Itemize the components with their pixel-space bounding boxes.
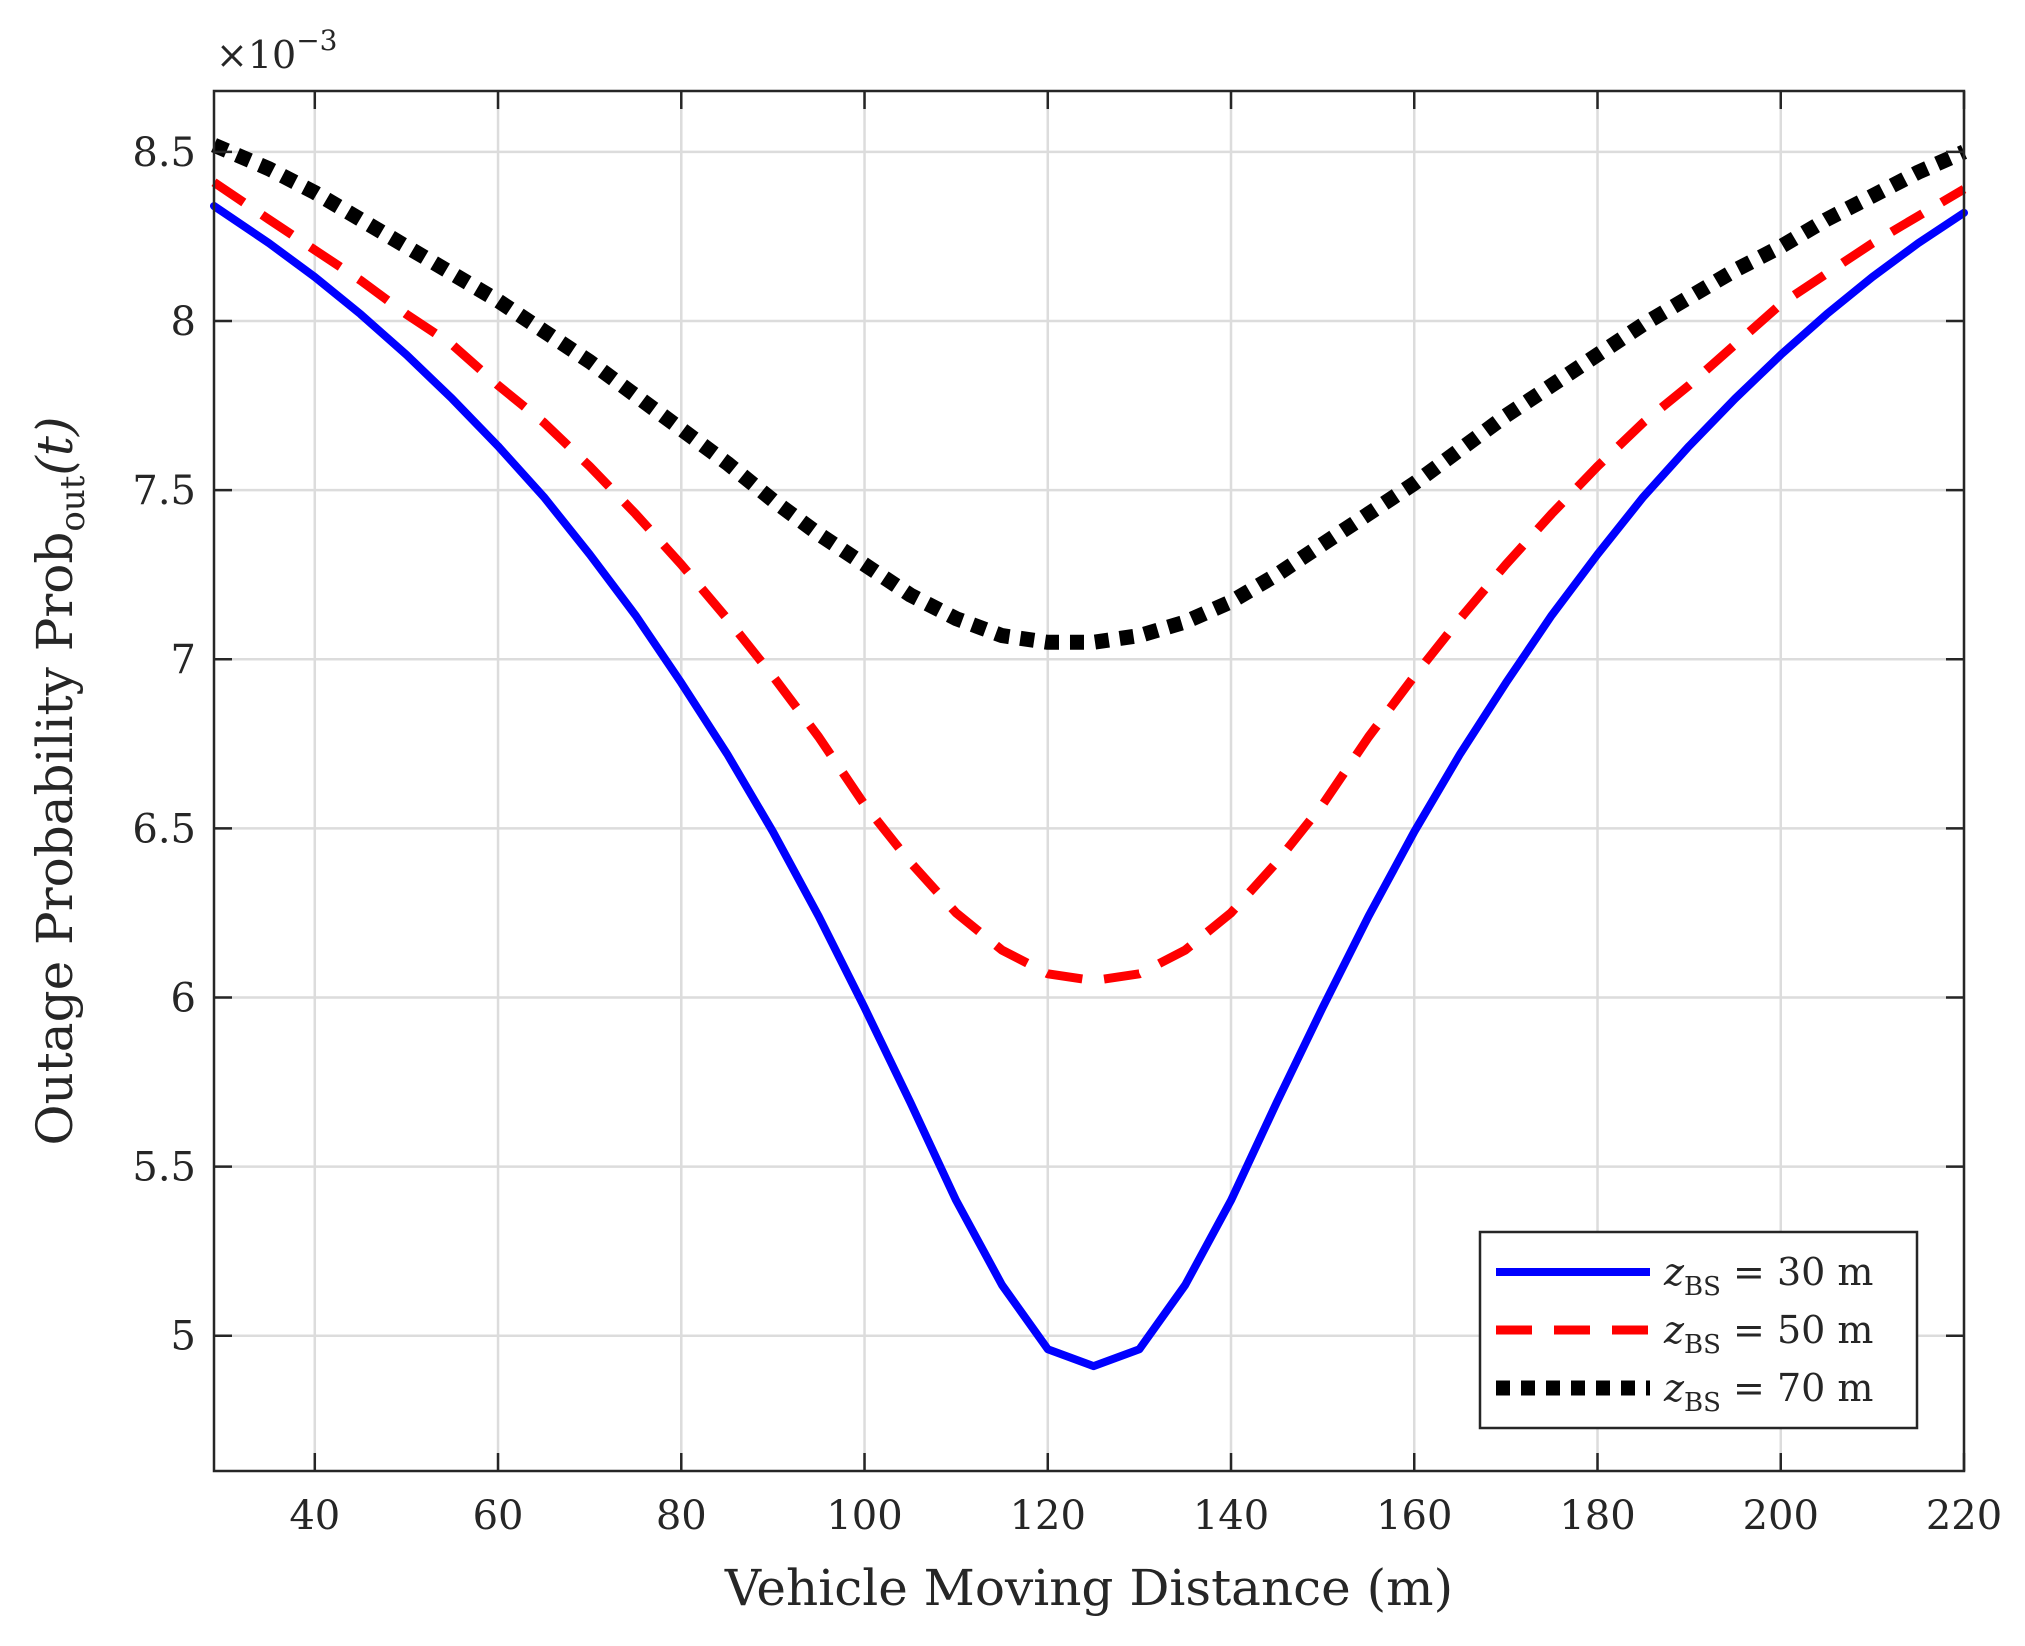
y-axis-multiplier: ×10−3 — [216, 24, 337, 77]
legend-label-3: zBS = 70 m — [1663, 1366, 1873, 1418]
y-label-argument: (t) — [26, 416, 84, 475]
y-tick-label: 8 — [171, 299, 196, 345]
x-axis-label: Vehicle Moving Distance (m) — [724, 1559, 1453, 1617]
y-tick-label: 7.5 — [132, 468, 196, 514]
y-tick-label: 7 — [171, 637, 196, 683]
legend-value: = 50 m — [1721, 1308, 1873, 1352]
x-tick-label: 140 — [1193, 1493, 1269, 1539]
x-tick-label: 80 — [656, 1493, 707, 1539]
y-multiplier-base: ×10 — [216, 33, 296, 77]
y-multiplier-exponent: −3 — [296, 24, 337, 57]
x-tick-label: 200 — [1743, 1493, 1819, 1539]
tick-marks — [214, 91, 1966, 1471]
x-tick-label: 100 — [826, 1493, 902, 1539]
x-tick-label: 40 — [289, 1493, 340, 1539]
x-tick-labels: 40 60 80 100 120 140 160 180 200 220 — [289, 1493, 2002, 1539]
x-tick-label: 180 — [1559, 1493, 1635, 1539]
legend-variable: z — [1663, 1366, 1685, 1410]
y-axis-label: Outage Probability Probout(t) — [26, 416, 93, 1145]
plot-frame — [212, 89, 1966, 1473]
series-line-2 — [211, 178, 1967, 986]
y-tick-label: 5.5 — [132, 1145, 196, 1191]
y-tick-label: 6.5 — [132, 806, 196, 852]
legend-label-1: zBS = 30 m — [1663, 1250, 1873, 1302]
y-tick-label: 8.5 — [132, 130, 196, 176]
y-tick-labels: 5 5.5 6 6.5 7 7.5 8 8.5 — [132, 130, 196, 1360]
y-label-subscript: out — [53, 475, 93, 531]
x-tick-label: 160 — [1376, 1493, 1452, 1539]
legend-subscript: BS — [1684, 1388, 1721, 1418]
y-label-main: Outage Probability Prob — [26, 532, 84, 1146]
x-tick-label: 220 — [1926, 1493, 2002, 1539]
legend-subscript: BS — [1684, 1330, 1721, 1360]
legend-value: = 30 m — [1721, 1250, 1873, 1294]
legend-variable: z — [1663, 1308, 1685, 1352]
x-tick-label: 60 — [473, 1493, 524, 1539]
legend-subscript: BS — [1684, 1272, 1721, 1302]
legend-label-2: zBS = 50 m — [1663, 1308, 1873, 1360]
x-tick-label: 120 — [1010, 1493, 1086, 1539]
legend-variable: z — [1663, 1250, 1685, 1294]
series-line-1 — [210, 202, 1968, 1371]
y-tick-label: 6 — [171, 975, 196, 1021]
series-line-3 — [211, 138, 1968, 650]
y-tick-label: 5 — [171, 1314, 196, 1360]
legend-value: = 70 m — [1721, 1366, 1873, 1410]
series-layer — [210, 138, 1968, 1371]
